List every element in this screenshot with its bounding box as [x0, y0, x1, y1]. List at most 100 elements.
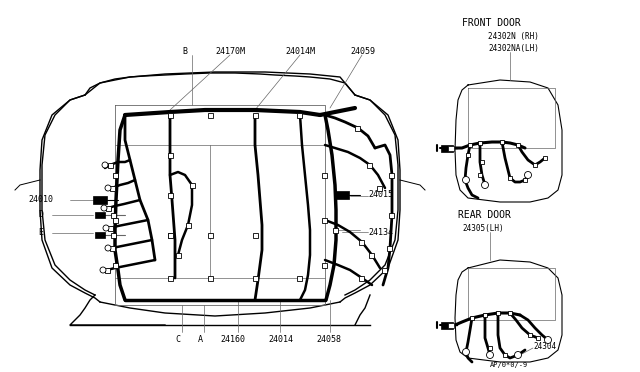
Bar [168, 232, 173, 237]
Bar [189, 183, 195, 187]
Bar [104, 267, 109, 273]
Text: 24302N (RH): 24302N (RH) [488, 32, 539, 41]
Bar [369, 253, 374, 257]
Bar [253, 232, 257, 237]
Text: C: C [175, 335, 180, 344]
Circle shape [103, 225, 109, 231]
Bar [253, 276, 257, 280]
Bar [516, 143, 520, 147]
Circle shape [486, 352, 493, 359]
Bar [390, 173, 394, 177]
Text: 24010: 24010 [28, 195, 53, 204]
Text: 24059: 24059 [350, 47, 375, 56]
Bar [448, 323, 454, 327]
Bar [298, 112, 303, 118]
Text: B: B [182, 47, 187, 56]
Bar [333, 228, 339, 232]
Circle shape [101, 205, 107, 211]
Text: 24134: 24134 [368, 228, 393, 237]
Text: FRONT DOOR: FRONT DOOR [462, 18, 521, 28]
Text: 24014: 24014 [268, 335, 293, 344]
Bar [478, 141, 482, 145]
Circle shape [481, 182, 488, 189]
Bar [360, 276, 365, 280]
Circle shape [545, 337, 552, 343]
Text: 24304: 24304 [533, 342, 556, 351]
Text: AP/0*0/-9: AP/0*0/-9 [490, 362, 528, 368]
Bar [113, 218, 118, 222]
Bar [175, 253, 180, 257]
Text: A: A [198, 335, 203, 344]
Text: 24160: 24160 [220, 335, 245, 344]
Bar [466, 153, 470, 157]
Bar [543, 156, 547, 160]
Text: REAR DOOR: REAR DOOR [458, 210, 511, 220]
Text: 24015: 24015 [368, 190, 393, 199]
Bar [503, 353, 507, 357]
Bar [323, 218, 328, 222]
Bar [186, 222, 191, 228]
Bar [367, 163, 372, 167]
Bar [109, 246, 115, 250]
Bar [106, 205, 111, 211]
Circle shape [525, 171, 531, 179]
Bar [355, 125, 360, 131]
Bar [323, 263, 328, 267]
Circle shape [105, 185, 111, 191]
Bar [470, 316, 474, 320]
Bar [533, 163, 537, 167]
Bar [95, 232, 105, 238]
Bar [448, 145, 454, 151]
Text: 24058: 24058 [316, 335, 341, 344]
Circle shape [463, 349, 470, 356]
Text: 24170M: 24170M [215, 47, 245, 56]
Bar [113, 173, 118, 177]
Bar [168, 192, 173, 198]
Bar [508, 311, 512, 315]
Bar [207, 232, 212, 237]
Bar [168, 276, 173, 280]
Bar [108, 163, 113, 167]
Bar [441, 144, 453, 151]
Circle shape [463, 176, 470, 183]
Bar [523, 178, 527, 182]
Bar [468, 143, 472, 147]
Bar [390, 212, 394, 218]
Bar [168, 232, 173, 237]
Bar [298, 276, 303, 280]
Bar [207, 276, 212, 280]
Bar [207, 112, 212, 118]
Bar [111, 212, 115, 218]
Bar [168, 112, 173, 118]
Bar [528, 333, 532, 337]
Bar [93, 196, 107, 204]
Bar [111, 232, 115, 237]
Bar [108, 225, 113, 231]
Bar [383, 267, 387, 273]
Text: 24305(LH): 24305(LH) [462, 224, 504, 233]
Bar [335, 191, 349, 199]
Text: D: D [38, 210, 43, 219]
Bar [387, 246, 392, 250]
Bar [500, 140, 504, 144]
Bar [536, 336, 540, 340]
Bar [508, 176, 512, 180]
Text: 24302NA(LH): 24302NA(LH) [488, 44, 539, 53]
Bar [360, 240, 365, 244]
Bar [483, 313, 487, 317]
Circle shape [100, 267, 106, 273]
Circle shape [105, 245, 111, 251]
Bar [496, 311, 500, 315]
Bar [95, 212, 105, 218]
Circle shape [515, 352, 522, 359]
Text: E: E [38, 228, 43, 237]
Bar [113, 263, 118, 267]
Text: 24014M: 24014M [285, 47, 315, 56]
Bar [323, 173, 328, 177]
Bar [253, 112, 257, 118]
Bar [480, 160, 484, 164]
Bar [488, 346, 492, 350]
Circle shape [102, 162, 108, 168]
Bar [441, 321, 453, 328]
Bar [378, 186, 383, 190]
